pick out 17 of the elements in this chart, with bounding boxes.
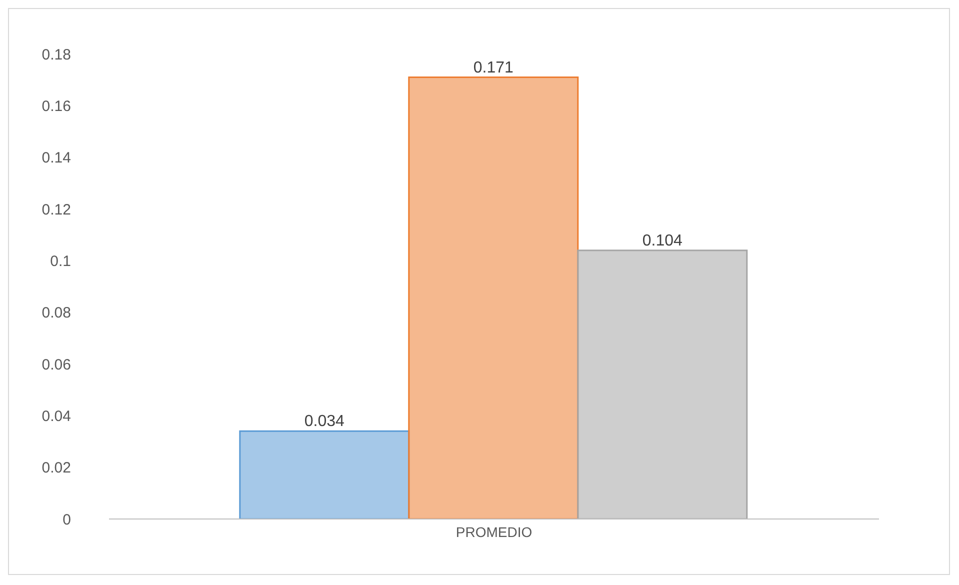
y-tick-label: 0.02: [42, 460, 71, 477]
y-tick-label: 0: [62, 511, 71, 528]
data-label: 0.171: [473, 59, 514, 76]
y-tick-label: 0.1: [50, 252, 71, 270]
bar: [577, 250, 748, 519]
y-tick-label: 0.16: [42, 98, 71, 115]
data-label: 0.104: [642, 232, 683, 250]
y-tick-label: 0.06: [42, 356, 71, 374]
y-tick-label: 0.18: [42, 46, 71, 64]
y-tick-label: 0.04: [42, 408, 71, 425]
y-tick-label: 0.14: [42, 150, 71, 167]
bar: [408, 76, 579, 519]
x-tick-label: PROMEDIO: [456, 524, 532, 540]
bar: [239, 430, 410, 519]
y-tick-label: 0.08: [42, 304, 71, 322]
y-tick-label: 0.12: [42, 201, 71, 218]
data-label: 0.034: [304, 413, 345, 430]
